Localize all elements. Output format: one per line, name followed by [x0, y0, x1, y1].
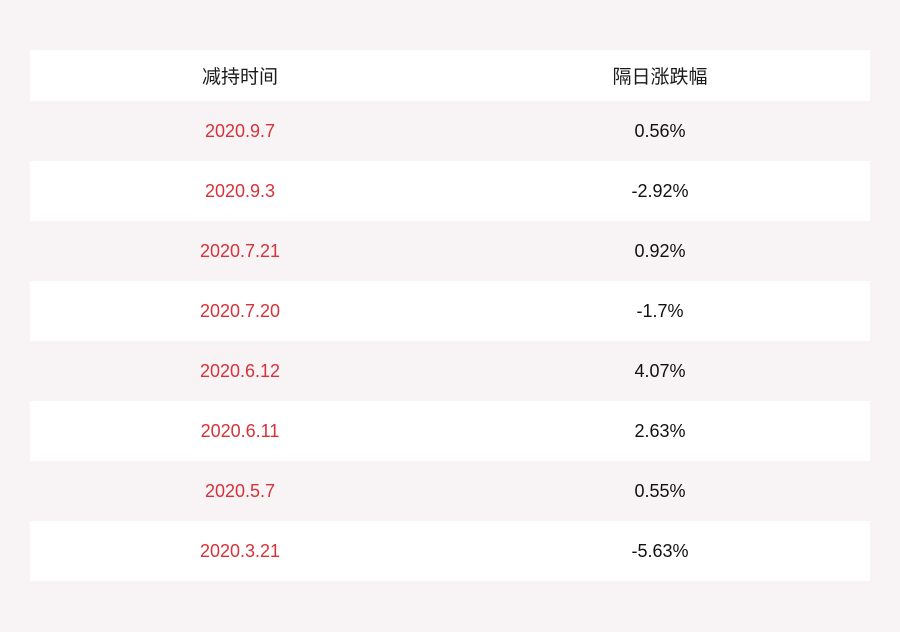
table-row: 2020.9.7 0.56%	[30, 101, 870, 161]
reduction-date: 2020.9.7	[204, 121, 276, 141]
table-row: 2020.6.12 4.07%	[30, 341, 870, 401]
next-day-change: -2.92%	[631, 181, 689, 201]
reduction-table: 减持时间 隔日涨跌幅 2020.9.7 0.56% 2020.9.3 -2.92…	[30, 50, 870, 581]
table-row: 2020.9.3 -2.92%	[30, 161, 870, 221]
table-row: 2020.7.21 0.92%	[30, 221, 870, 281]
reduction-date: 2020.3.21	[199, 541, 281, 561]
next-day-change: 0.92%	[634, 241, 686, 261]
reduction-date: 2020.7.20	[199, 301, 281, 321]
next-day-change: 0.55%	[634, 481, 686, 501]
reduction-date: 2020.9.3	[204, 181, 276, 201]
table-row: 2020.5.7 0.55%	[30, 461, 870, 521]
table-header-row: 减持时间 隔日涨跌幅	[30, 50, 870, 101]
header-next-day-change: 隔日涨跌幅	[612, 65, 708, 88]
header-reduction-time: 减持时间	[201, 65, 278, 88]
reduction-date: 2020.6.12	[199, 361, 281, 381]
next-day-change: 4.07%	[634, 361, 686, 381]
table-row: 2020.6.11 2.63%	[30, 401, 870, 461]
next-day-change: -5.63%	[631, 541, 689, 561]
next-day-change: 2.63%	[634, 421, 686, 441]
table-row: 2020.3.21 -5.63%	[30, 521, 870, 581]
next-day-change: 0.56%	[634, 121, 686, 141]
next-day-change: -1.7%	[636, 301, 684, 321]
reduction-date: 2020.5.7	[204, 481, 276, 501]
reduction-date: 2020.7.21	[199, 241, 281, 261]
reduction-date: 2020.6.11	[200, 421, 280, 441]
table-row: 2020.7.20 -1.7%	[30, 281, 870, 341]
